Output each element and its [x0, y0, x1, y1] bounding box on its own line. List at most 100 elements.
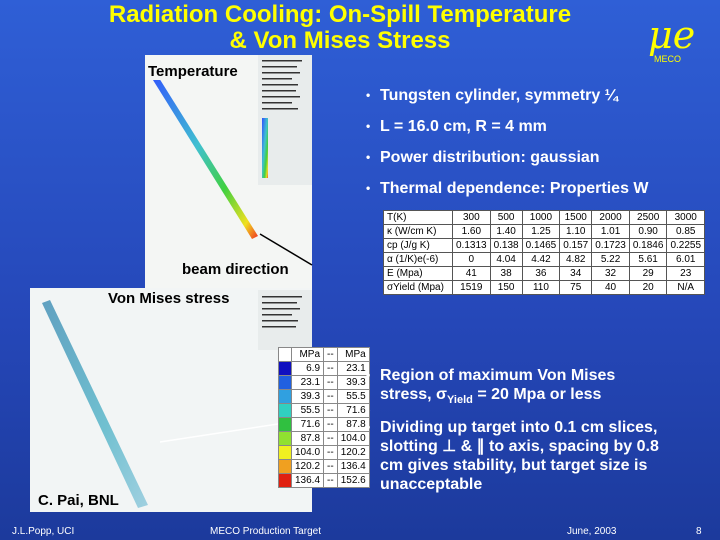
legend-swatch [278, 403, 292, 418]
legend-cell: 136.4 [290, 473, 325, 488]
legend-row: 120.2 -- 136.4 [278, 459, 370, 474]
legend-cell: 87.8 [290, 431, 325, 446]
legend-cell: 39.3 [290, 389, 325, 404]
table-cell: 20 [628, 280, 668, 295]
title: Radiation Cooling: On-Spill Temperature … [60, 2, 620, 54]
legend-cell: -- [323, 389, 338, 404]
table-row: σYield (Mpa) 1519 150 110 75 40 20 N/A [383, 280, 706, 295]
legend-cell: -- [323, 431, 338, 446]
bullet: Dividing up target into 0.1 cm slices, s… [364, 418, 664, 494]
legend-cell: -- [323, 473, 338, 488]
figure-label: C. Pai, BNL [38, 492, 119, 509]
legend-cell: -- [323, 459, 338, 474]
table-cell: 1.60 [452, 224, 491, 239]
table-cell: 4.82 [559, 252, 593, 267]
legend-header: MPa [290, 347, 325, 362]
legend-cell: 71.6 [336, 403, 370, 418]
table-cell: 4.04 [489, 252, 523, 267]
table-row: κ (W/cm K) 1.60 1.40 1.25 1.10 1.01 0.90 0.85 [383, 224, 706, 239]
table-row: cp (J/g K) 0.1313 0.138 0.1465 0.157 0.1723 0.… [383, 238, 706, 253]
legend-header: -- [323, 347, 338, 362]
table-cell: 3000 [666, 210, 706, 225]
legend-swatch [278, 361, 292, 376]
table-cell: 0.2255 [666, 238, 706, 253]
table-row: α (1/K)e(-6) 0 4.04 4.42 4.82 5.22 5.61 6.01 [383, 252, 706, 267]
table-cell: 500 [489, 210, 523, 225]
footer-date: June, 2003 [567, 526, 617, 537]
logo: μe MECO [648, 13, 695, 64]
bullet: Thermal dependence: Properties W [364, 179, 714, 198]
table-cell: 0.1313 [452, 238, 491, 253]
table-cell: α (1/K)e(-6) [383, 252, 453, 267]
table-cell: 110 [521, 280, 561, 295]
table-cell: 0.138 [489, 238, 523, 253]
bullet-text: Dividing up target into 0.1 cm slices, s… [380, 419, 659, 494]
bullet-text: Yield [446, 394, 473, 407]
legend-cell: 120.2 [290, 459, 325, 474]
table-cell: 0.1465 [521, 238, 561, 253]
table-cell: 1500 [559, 210, 593, 225]
title-line: & Von Mises Stress [229, 27, 451, 54]
table-cell: 4.42 [521, 252, 561, 267]
table-cell: 0.157 [559, 238, 593, 253]
table-cell: 1000 [521, 210, 561, 225]
legend-swatch [278, 431, 292, 446]
legend-swatch [278, 347, 292, 362]
bullet: Power distribution: gaussian [364, 148, 714, 167]
table-cell: 0.90 [628, 224, 668, 239]
table-cell: 0 [452, 252, 491, 267]
table-cell: 40 [591, 280, 630, 295]
table-row: T(K) 300 500 1000 1500 2000 2500 3000 [383, 210, 706, 225]
footer-center: MECO Production Target [210, 526, 321, 537]
legend-cell: 71.6 [290, 417, 325, 432]
figure-label: Von Mises stress [108, 290, 230, 307]
legend-cell: 152.6 [336, 473, 370, 488]
bullet-list: Tungsten cylinder, symmetry ¼ L = 16.0 cm… [364, 86, 714, 210]
table-cell: 36 [521, 266, 561, 281]
legend-swatch [278, 459, 292, 474]
table-cell: 1.40 [489, 224, 523, 239]
svg-text:μe: μe [648, 13, 695, 57]
table-cell: 2500 [628, 210, 668, 225]
legend-swatch [278, 389, 292, 404]
table-cell: 0.85 [666, 224, 706, 239]
table-cell: 5.22 [591, 252, 630, 267]
legend-row: 55.5 -- 71.6 [278, 403, 370, 418]
legend-row: 87.8 -- 104.0 [278, 431, 370, 446]
legend-cell: -- [323, 445, 338, 460]
legend-cell: -- [323, 361, 338, 376]
table-cell: 1.25 [521, 224, 561, 239]
legend-cell: -- [323, 375, 338, 390]
legend-cell: 55.5 [290, 403, 325, 418]
table-cell: N/A [666, 280, 706, 295]
table-cell: 0.1846 [628, 238, 668, 253]
logo-text: MECO [654, 54, 681, 64]
table-cell: κ (W/cm K) [383, 224, 453, 239]
table-cell: 300 [452, 210, 491, 225]
table-row: E (Mpa) 41 38 36 34 32 29 23 [383, 266, 706, 281]
table-cell: 2000 [591, 210, 630, 225]
bullet: Region of maximum Von Mises stress, σYie… [364, 366, 664, 410]
table-cell: E (Mpa) [383, 266, 453, 281]
footer-author: J.L.Popp, UCI [12, 526, 75, 537]
legend-row: 23.1 -- 39.3 [278, 375, 370, 390]
stress-legend: MPa -- MPa 6.9 -- 23.1 23.1 -- 39.3 39.3 -- 55.5 55.… [278, 347, 370, 488]
legend-cell: 6.9 [290, 361, 325, 376]
bullet: L = 16.0 cm, R = 4 mm [364, 117, 714, 136]
bullet: Tungsten cylinder, symmetry ¼ [364, 86, 714, 105]
table-cell: σYield (Mpa) [383, 280, 453, 295]
table-cell: 6.01 [666, 252, 706, 267]
table-cell: 5.61 [628, 252, 668, 267]
table-cell: 1.01 [591, 224, 630, 239]
table-cell: 1.10 [559, 224, 593, 239]
table-cell: 41 [452, 266, 491, 281]
legend-cell: -- [323, 417, 338, 432]
legend-row: 6.9 -- 23.1 [278, 361, 370, 376]
table-cell: 0.1723 [591, 238, 630, 253]
legend-swatch [278, 445, 292, 460]
legend-swatch [278, 473, 292, 488]
legend-swatch [278, 375, 292, 390]
title-line: Radiation Cooling: On-Spill Temperature [108, 1, 572, 28]
legend-cell: -- [323, 403, 338, 418]
